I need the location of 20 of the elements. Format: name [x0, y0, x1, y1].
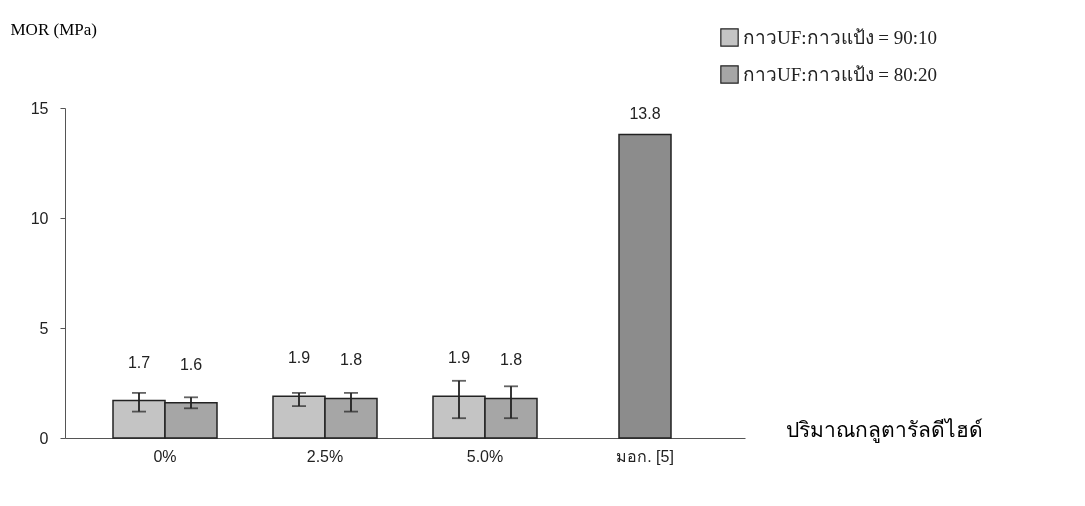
bar: [618, 133, 672, 439]
x-tick-label: 0%: [153, 447, 177, 465]
y-tick-label: 0: [39, 429, 49, 447]
legend-label: กาวUF:กาวแป้ง = 80:20: [743, 63, 938, 85]
x-tick-label: 5.0%: [466, 447, 504, 465]
y-tick-label: 15: [30, 99, 49, 117]
x-tick-label: มอก. [5]: [616, 447, 674, 465]
y-tick-label: 5: [39, 319, 49, 337]
x-tick-label: 2.5%: [306, 447, 344, 465]
data-label: 1.9: [287, 349, 311, 367]
y-axis-title: MOR (MPa): [10, 19, 97, 39]
data-label: 1.8: [499, 351, 523, 369]
x-axis-title: ปริมาณกลูตารัลดีไฮด์: [785, 417, 983, 443]
data-label: 1.8: [339, 351, 363, 369]
legend-label: กาวUF:กาวแป้ง = 90:10: [743, 26, 938, 48]
data-label: 13.8: [629, 105, 661, 123]
data-label: 1.7: [127, 353, 151, 371]
data-label: 1.9: [447, 349, 471, 367]
y-tick-label: 10: [30, 209, 49, 227]
data-label: 1.6: [179, 355, 203, 373]
